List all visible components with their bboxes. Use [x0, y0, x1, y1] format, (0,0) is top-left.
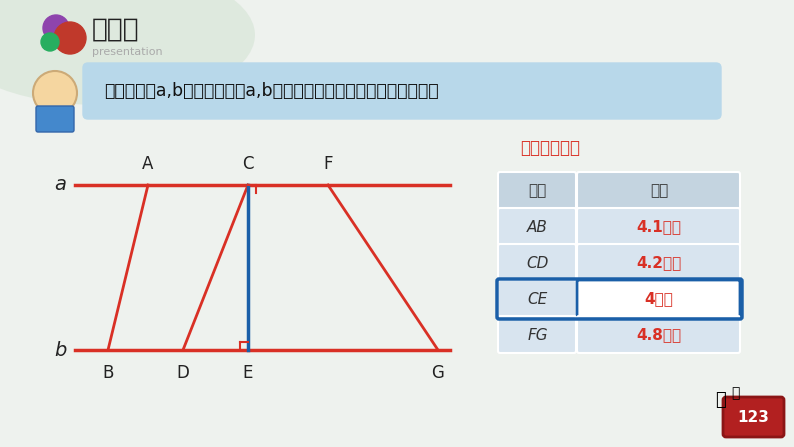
Text: CD: CD	[526, 256, 549, 270]
Text: 两条平行线a,b之间有很多与a,b都相交的线段，你知道哪条最短吗？: 两条平行线a,b之间有很多与a,b都相交的线段，你知道哪条最短吗？	[104, 82, 438, 100]
Text: b: b	[54, 341, 66, 359]
Text: 4.1厘米: 4.1厘米	[637, 219, 681, 235]
FancyBboxPatch shape	[36, 106, 74, 132]
Text: B: B	[102, 364, 114, 382]
Text: G: G	[432, 364, 445, 382]
Text: a: a	[54, 176, 66, 194]
FancyBboxPatch shape	[498, 244, 576, 281]
Text: A: A	[142, 155, 154, 173]
Circle shape	[43, 15, 69, 41]
FancyBboxPatch shape	[83, 63, 721, 119]
Text: AB: AB	[527, 219, 548, 235]
FancyBboxPatch shape	[723, 397, 784, 437]
Text: CE: CE	[527, 291, 548, 307]
Text: E: E	[243, 364, 253, 382]
FancyBboxPatch shape	[577, 244, 740, 281]
Text: 探究一: 探究一	[92, 17, 140, 43]
FancyBboxPatch shape	[498, 316, 576, 353]
Text: 4.8厘米: 4.8厘米	[637, 328, 681, 342]
Text: 长度: 长度	[649, 184, 668, 198]
Text: 🌱: 🌱	[715, 391, 726, 409]
Text: 线段: 线段	[528, 184, 546, 198]
FancyBboxPatch shape	[498, 172, 576, 209]
FancyBboxPatch shape	[577, 208, 740, 245]
Text: D: D	[176, 364, 190, 382]
Text: 4厘米: 4厘米	[645, 291, 673, 307]
Text: presentation: presentation	[92, 47, 163, 57]
FancyBboxPatch shape	[577, 316, 740, 353]
FancyBboxPatch shape	[498, 208, 576, 245]
Circle shape	[33, 71, 77, 115]
FancyBboxPatch shape	[577, 172, 740, 209]
Ellipse shape	[0, 0, 255, 105]
Text: C: C	[242, 155, 254, 173]
Text: 4.2厘米: 4.2厘米	[636, 256, 681, 270]
Circle shape	[41, 33, 59, 51]
Text: F: F	[323, 155, 333, 173]
Text: 以厘米为单位: 以厘米为单位	[520, 139, 580, 157]
FancyBboxPatch shape	[498, 280, 576, 317]
Text: 🌿: 🌿	[730, 386, 739, 400]
Text: 123: 123	[737, 409, 769, 425]
Circle shape	[54, 22, 86, 54]
Text: FG: FG	[527, 328, 548, 342]
FancyBboxPatch shape	[577, 280, 740, 317]
